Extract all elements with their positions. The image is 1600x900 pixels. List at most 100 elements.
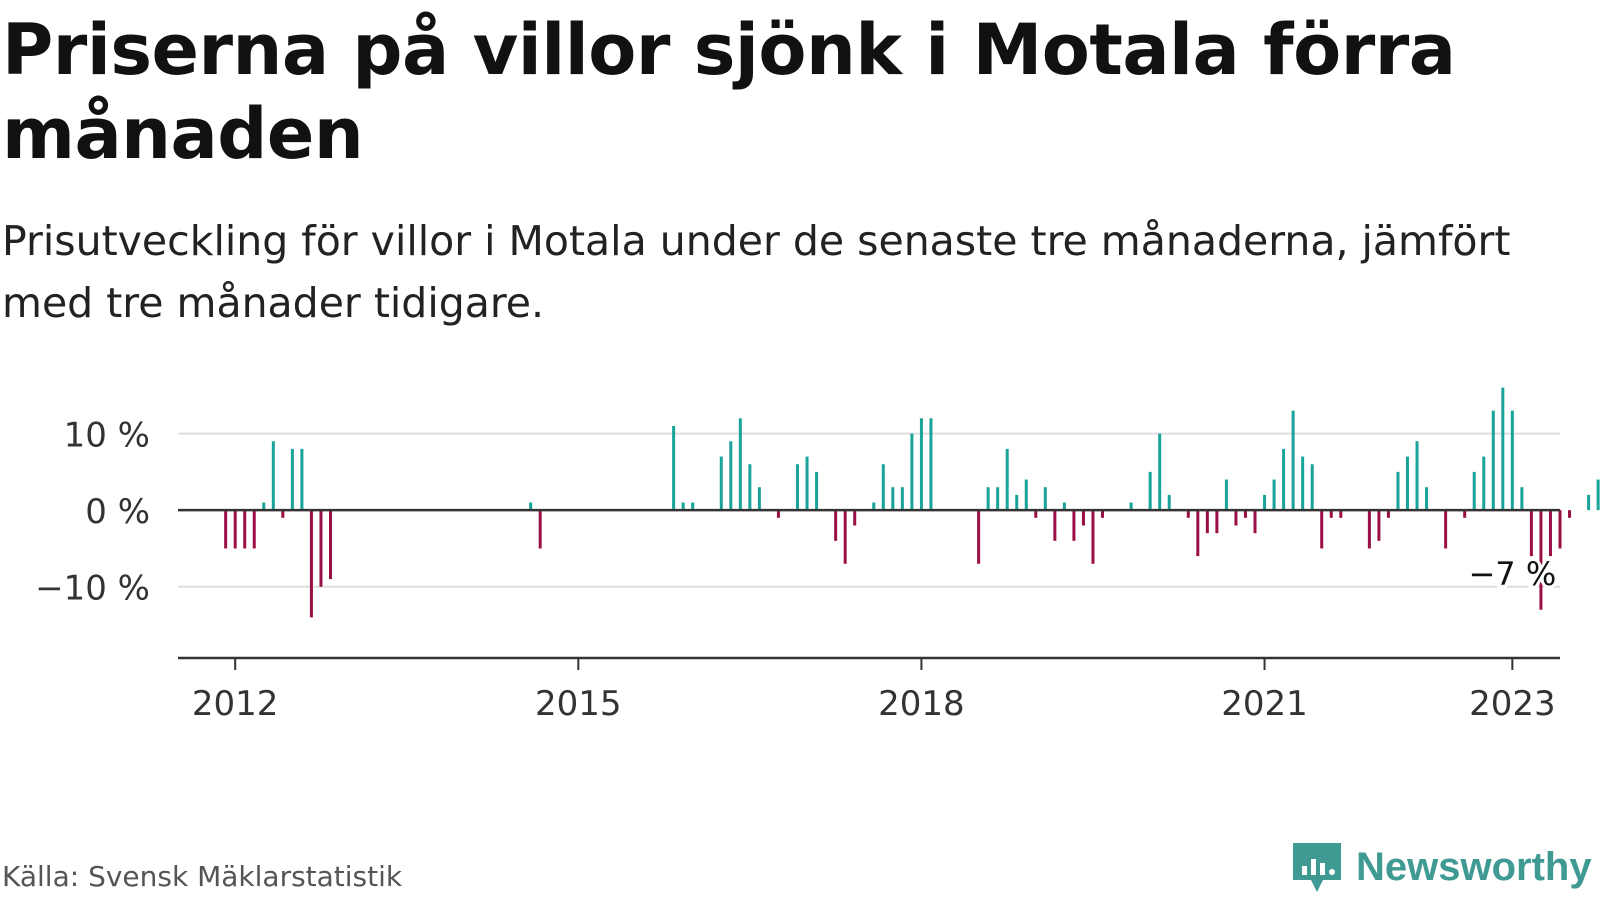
bar — [1091, 510, 1095, 564]
bar — [891, 487, 895, 511]
bar — [1386, 510, 1390, 518]
bar — [1024, 479, 1028, 511]
newsworthy-logo-icon — [1293, 843, 1341, 892]
bar — [719, 456, 723, 511]
bar — [681, 502, 685, 511]
bar — [977, 510, 981, 564]
bar — [1081, 510, 1085, 526]
bar — [1587, 494, 1591, 511]
bar — [243, 510, 247, 549]
bar — [872, 502, 876, 511]
brand-name: Newsworthy — [1356, 844, 1592, 889]
bar — [1339, 510, 1343, 518]
bar — [1253, 510, 1257, 534]
bar — [1005, 448, 1009, 511]
bar — [1568, 510, 1572, 518]
bar — [1186, 510, 1190, 518]
bar — [1367, 510, 1371, 549]
x-tick-label: 2021 — [1221, 684, 1308, 724]
bar — [1034, 510, 1038, 518]
bar — [1472, 471, 1476, 511]
bar — [1043, 487, 1047, 511]
bar — [281, 510, 285, 518]
x-tick-label: 2012 — [192, 684, 279, 724]
bar — [1215, 510, 1219, 534]
source-note: Källa: Svensk Mäklarstatistik — [2, 860, 403, 893]
bar — [1062, 502, 1066, 511]
bar — [1234, 510, 1238, 526]
bar — [1129, 502, 1133, 511]
bar — [1205, 510, 1209, 534]
x-tick-label: 2023 — [1469, 684, 1556, 724]
bar — [796, 464, 800, 511]
y-tick-label: −10 % — [35, 569, 150, 609]
x-tick-label: 2018 — [878, 684, 965, 724]
bar — [262, 502, 266, 511]
bar — [1482, 456, 1486, 511]
bar — [1491, 410, 1495, 511]
bar — [1224, 479, 1228, 511]
bar — [815, 471, 819, 511]
bar — [1282, 448, 1286, 511]
bar — [805, 456, 809, 511]
bar — [1558, 510, 1562, 549]
bar — [1291, 410, 1295, 511]
y-tick-label: 0 % — [85, 492, 150, 532]
bar — [1301, 456, 1305, 511]
bar — [1272, 479, 1276, 511]
bar — [1320, 510, 1324, 549]
bar — [986, 487, 990, 511]
bar — [1510, 410, 1514, 511]
bar — [1396, 471, 1400, 511]
bar — [1148, 471, 1152, 511]
bar — [1463, 510, 1467, 518]
bar — [1053, 510, 1057, 541]
bar — [1243, 510, 1247, 518]
bar — [300, 448, 304, 511]
chart-title: Priserna på villor sjönk i Motala förra … — [2, 9, 1456, 175]
y-tick-label: 10 % — [64, 416, 150, 456]
bar — [1415, 441, 1419, 511]
bar — [843, 510, 847, 564]
bar — [1425, 487, 1429, 511]
bar — [328, 510, 332, 580]
bar — [853, 510, 857, 526]
bar — [738, 418, 742, 511]
bar — [319, 510, 323, 587]
bar — [1501, 387, 1505, 511]
bar — [529, 502, 533, 511]
bar — [919, 418, 923, 511]
bar — [1596, 479, 1600, 511]
annotation-label: −7 % — [1468, 555, 1556, 593]
bar — [1520, 487, 1524, 511]
bar — [309, 510, 313, 618]
bar — [1406, 456, 1410, 511]
bar — [271, 441, 275, 511]
bar — [1072, 510, 1076, 541]
bar — [1444, 510, 1448, 549]
bar — [290, 448, 294, 511]
bar — [757, 487, 761, 511]
bar — [224, 510, 228, 549]
bar — [1158, 433, 1162, 511]
bar — [1263, 494, 1267, 511]
bar — [834, 510, 838, 541]
bar — [1377, 510, 1381, 541]
bar — [929, 418, 933, 511]
bar — [900, 487, 904, 511]
brand: Newsworthy — [1290, 840, 1592, 894]
bar — [538, 510, 542, 549]
bar — [1539, 510, 1543, 610]
bar — [729, 441, 733, 511]
x-tick-label: 2015 — [535, 684, 622, 724]
bar-chart: 10 % 0 % −10 % 2012 2015 2018 2021 2023 −7 % — [35, 387, 1600, 724]
bar — [1167, 494, 1171, 511]
bar — [996, 487, 1000, 511]
bar — [881, 464, 885, 511]
bar — [691, 502, 695, 511]
bar — [910, 433, 914, 511]
bar — [1310, 464, 1314, 511]
bar — [748, 464, 752, 511]
bar — [252, 510, 256, 549]
bar — [776, 510, 780, 518]
